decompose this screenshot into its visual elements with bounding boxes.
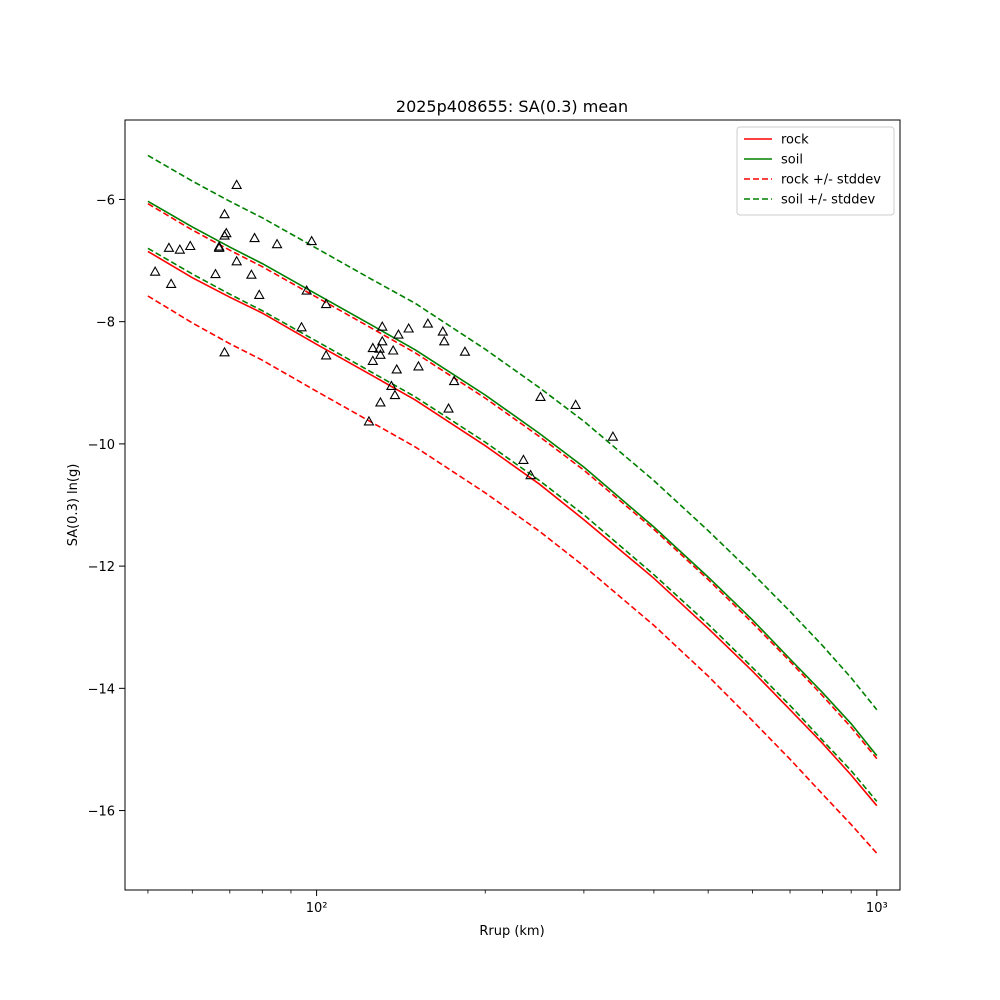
- observation-marker: [607, 431, 619, 441]
- observation-marker: [306, 235, 318, 246]
- observation-marker: [249, 232, 261, 243]
- observation-marker: [165, 278, 177, 288]
- observation-marker: [367, 355, 379, 365]
- observation-marker: [296, 321, 307, 332]
- observation-marker: [413, 360, 424, 371]
- legend: rock soil rock +/- stddev soil +/- stddev: [736, 126, 895, 216]
- observation-marker: [443, 402, 454, 413]
- observation-marker: [320, 349, 332, 360]
- observation-marker: [374, 349, 386, 359]
- observation-marker: [253, 289, 265, 299]
- observation-layer: [149, 179, 619, 480]
- observation-marker: [437, 325, 449, 336]
- observation-marker: [231, 255, 243, 266]
- observation-marker: [525, 469, 537, 480]
- observation-marker: [570, 399, 582, 409]
- observation-marker: [219, 346, 230, 357]
- observation-marker: [374, 396, 386, 407]
- observation-marker: [367, 342, 379, 353]
- observation-marker: [220, 227, 232, 238]
- legend-label: soil: [781, 153, 803, 168]
- series-line-3: [147, 203, 878, 760]
- plot-frame: [124, 119, 901, 891]
- y-tick-label: −6: [96, 193, 115, 208]
- observation-marker: [376, 335, 388, 346]
- y-tick-label: −16: [88, 805, 115, 820]
- y-tick-label: −14: [88, 682, 115, 697]
- legend-label: rock +/- stddev: [781, 173, 881, 188]
- observation-marker: [422, 317, 434, 328]
- observation-marker: [174, 244, 186, 254]
- observation-marker: [149, 266, 161, 276]
- observation-marker: [459, 346, 471, 356]
- series-line-2: [147, 200, 878, 757]
- legend-label: rock: [781, 133, 809, 148]
- series-layer: [147, 154, 878, 854]
- observation-marker: [219, 208, 230, 219]
- observation-marker: [438, 335, 450, 346]
- series-line-1: [147, 250, 878, 807]
- chart-title: 2025p408655: SA(0.3) mean: [396, 97, 628, 116]
- observation-marker: [245, 269, 257, 279]
- observation-marker: [391, 363, 403, 374]
- observation-marker: [213, 240, 225, 251]
- observation-marker: [363, 415, 375, 426]
- observation-marker: [271, 238, 283, 249]
- y-tick-label: −12: [88, 560, 115, 575]
- legend-box: [736, 126, 895, 216]
- observation-marker: [389, 389, 401, 400]
- x-axis: 10² 10³: [147, 890, 888, 916]
- y-axis: −16 −14 −12 −10 −8 −6: [88, 193, 125, 820]
- observation-marker: [387, 344, 399, 355]
- observation-marker: [535, 391, 546, 401]
- legend-label: soil +/- stddev: [781, 193, 876, 208]
- series-line-4: [147, 295, 878, 854]
- y-axis-label: SA(0.3) ln(g): [66, 464, 81, 547]
- observation-marker: [301, 284, 313, 295]
- observation-marker: [213, 242, 225, 252]
- x-tick-label: 10³: [866, 901, 888, 916]
- observation-marker: [376, 321, 388, 331]
- observation-marker: [403, 322, 415, 333]
- y-tick-label: −10: [88, 438, 115, 453]
- x-axis-label: Rrup (km): [479, 924, 544, 939]
- observation-marker: [320, 298, 332, 309]
- observation-marker: [210, 268, 221, 279]
- observation-marker: [231, 179, 243, 189]
- observation-marker: [385, 380, 397, 390]
- observation-marker: [517, 454, 529, 464]
- observation-marker: [448, 375, 460, 386]
- series-line-6: [147, 247, 878, 802]
- x-tick-label: 10²: [306, 901, 328, 916]
- y-tick-label: −8: [96, 316, 115, 331]
- observation-marker: [163, 242, 175, 252]
- observation-marker: [393, 328, 404, 339]
- series-line-5: [147, 154, 878, 711]
- observation-marker: [184, 240, 196, 251]
